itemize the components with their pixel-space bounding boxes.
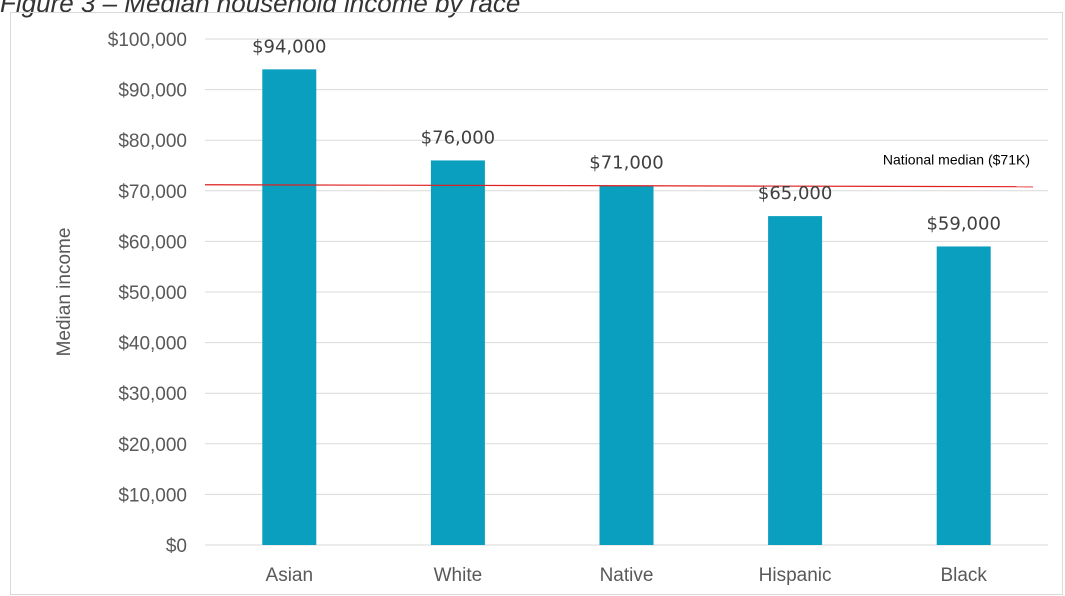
x-axis-category-labels: Asian White Native Hispanic Black bbox=[266, 565, 988, 586]
y-tick-label: $20,000 bbox=[118, 435, 187, 456]
y-axis-title: Median income bbox=[54, 228, 75, 357]
reference-line-group: National median ($71K) bbox=[204, 152, 1034, 188]
y-tick-label: $0 bbox=[166, 536, 187, 557]
bar-white bbox=[430, 160, 485, 545]
y-tick-label: $10,000 bbox=[118, 485, 187, 506]
y-tick-label: $30,000 bbox=[118, 384, 187, 405]
category-label: Native bbox=[600, 565, 654, 586]
data-labels: $94,000 $76,000 $71,000 $65,000 $59,000 bbox=[252, 36, 1001, 234]
data-label: $94,000 bbox=[252, 36, 326, 57]
category-label: Asian bbox=[266, 565, 314, 586]
data-label: $71,000 bbox=[589, 153, 663, 174]
category-label: White bbox=[434, 565, 483, 586]
category-label: Black bbox=[940, 565, 987, 586]
y-tick-label: $80,000 bbox=[118, 131, 187, 152]
bar-black bbox=[936, 246, 991, 545]
bar-hispanic bbox=[768, 216, 823, 545]
bar-native bbox=[599, 185, 654, 546]
reference-line-label: National median ($71K) bbox=[883, 152, 1030, 168]
data-label: $59,000 bbox=[926, 213, 1000, 234]
chart-frame bbox=[10, 12, 1063, 595]
y-tick-label: $50,000 bbox=[118, 283, 187, 304]
y-tick-label: $70,000 bbox=[118, 182, 187, 203]
bar-asian bbox=[262, 69, 317, 546]
y-tick-label: $100,000 bbox=[108, 30, 187, 51]
bars bbox=[262, 69, 991, 546]
y-axis-tick-labels: $0 $10,000 $20,000 $30,000 $40,000 $50,000 $60… bbox=[108, 30, 187, 557]
data-label: $65,000 bbox=[758, 183, 832, 204]
data-label: $76,000 bbox=[421, 127, 495, 148]
y-tick-label: $40,000 bbox=[118, 334, 187, 355]
figure-title: Figure 3 – Median household income by ra… bbox=[0, 0, 521, 18]
category-label: Hispanic bbox=[759, 565, 832, 586]
reference-line bbox=[204, 184, 1034, 188]
y-tick-label: $60,000 bbox=[118, 232, 187, 253]
y-tick-label: $90,000 bbox=[118, 81, 187, 102]
